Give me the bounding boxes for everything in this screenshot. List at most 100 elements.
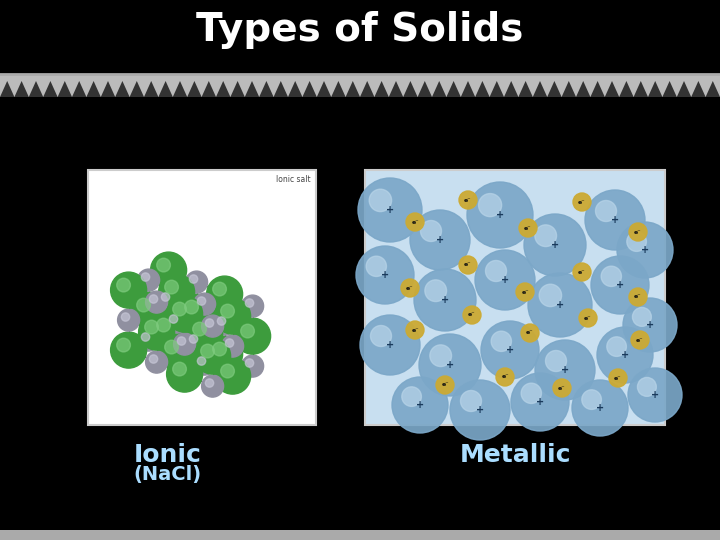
Polygon shape — [475, 81, 490, 97]
Polygon shape — [144, 81, 158, 97]
Text: +: + — [496, 210, 504, 220]
Circle shape — [150, 312, 186, 348]
Circle shape — [165, 340, 179, 354]
Circle shape — [194, 338, 230, 374]
Circle shape — [166, 356, 202, 392]
Polygon shape — [562, 81, 576, 97]
Text: +: + — [386, 340, 394, 350]
Circle shape — [117, 309, 140, 331]
Text: +: + — [641, 245, 649, 255]
Text: e⁻: e⁻ — [406, 286, 414, 291]
Polygon shape — [461, 81, 475, 97]
Circle shape — [627, 232, 647, 252]
Circle shape — [130, 292, 166, 328]
Circle shape — [207, 336, 243, 372]
Text: e⁻: e⁻ — [526, 330, 534, 335]
Circle shape — [145, 351, 168, 373]
Circle shape — [585, 190, 645, 250]
Circle shape — [111, 332, 147, 368]
Circle shape — [582, 390, 601, 409]
Text: e⁻: e⁻ — [464, 262, 472, 267]
Text: +: + — [441, 295, 449, 305]
Text: e⁻: e⁻ — [468, 313, 476, 318]
Circle shape — [205, 319, 214, 327]
Circle shape — [235, 318, 271, 354]
Polygon shape — [202, 81, 216, 97]
Circle shape — [186, 316, 222, 352]
Text: +: + — [551, 240, 559, 250]
Circle shape — [369, 189, 392, 212]
Circle shape — [246, 359, 253, 367]
Circle shape — [371, 326, 392, 347]
Polygon shape — [619, 81, 634, 97]
Circle shape — [145, 320, 158, 334]
Polygon shape — [590, 81, 605, 97]
Bar — [0, 530, 720, 540]
Circle shape — [521, 324, 539, 342]
Text: +: + — [501, 275, 509, 285]
Circle shape — [111, 272, 147, 308]
Circle shape — [601, 266, 621, 286]
Text: Types of Solids: Types of Solids — [197, 11, 523, 49]
Circle shape — [221, 304, 235, 318]
Circle shape — [461, 390, 482, 411]
Circle shape — [225, 339, 234, 347]
Circle shape — [207, 276, 243, 312]
Text: e⁻: e⁻ — [521, 289, 528, 294]
Bar — [88, 170, 316, 425]
Circle shape — [595, 200, 616, 221]
Polygon shape — [403, 81, 418, 97]
Circle shape — [607, 337, 626, 356]
Text: e⁻: e⁻ — [636, 338, 644, 342]
Polygon shape — [259, 81, 274, 97]
Text: e⁻: e⁻ — [411, 219, 419, 225]
Circle shape — [202, 315, 224, 337]
Circle shape — [485, 260, 506, 281]
Circle shape — [193, 322, 207, 336]
Circle shape — [173, 302, 186, 316]
Circle shape — [623, 298, 677, 352]
Text: e⁻: e⁻ — [634, 294, 642, 300]
Circle shape — [406, 213, 424, 231]
Circle shape — [117, 278, 130, 292]
Polygon shape — [245, 81, 259, 97]
Circle shape — [535, 340, 595, 400]
Circle shape — [419, 334, 481, 396]
Circle shape — [481, 321, 539, 379]
Circle shape — [166, 296, 202, 332]
Polygon shape — [605, 81, 619, 97]
Circle shape — [491, 331, 511, 352]
Circle shape — [459, 191, 477, 209]
Polygon shape — [418, 81, 432, 97]
Circle shape — [215, 358, 251, 394]
Polygon shape — [346, 81, 360, 97]
Polygon shape — [662, 81, 677, 97]
Polygon shape — [29, 81, 43, 97]
Polygon shape — [216, 81, 230, 97]
Circle shape — [158, 289, 179, 311]
Circle shape — [201, 344, 215, 358]
Polygon shape — [115, 81, 130, 97]
Polygon shape — [230, 81, 245, 97]
Circle shape — [197, 297, 206, 305]
Polygon shape — [576, 81, 590, 97]
Circle shape — [573, 193, 591, 211]
Polygon shape — [302, 81, 317, 97]
Polygon shape — [504, 81, 518, 97]
Text: Ionic salt: Ionic salt — [276, 175, 311, 184]
Circle shape — [161, 293, 170, 301]
Circle shape — [496, 368, 514, 386]
Polygon shape — [533, 81, 547, 97]
Circle shape — [149, 355, 158, 363]
Circle shape — [177, 337, 186, 345]
Circle shape — [240, 324, 254, 338]
Text: e⁻: e⁻ — [558, 386, 566, 390]
Circle shape — [122, 313, 130, 321]
Circle shape — [138, 329, 160, 351]
Text: +: + — [446, 360, 454, 370]
Circle shape — [166, 311, 188, 333]
Circle shape — [450, 380, 510, 440]
Circle shape — [572, 380, 628, 436]
Circle shape — [174, 333, 196, 355]
Circle shape — [158, 334, 194, 370]
